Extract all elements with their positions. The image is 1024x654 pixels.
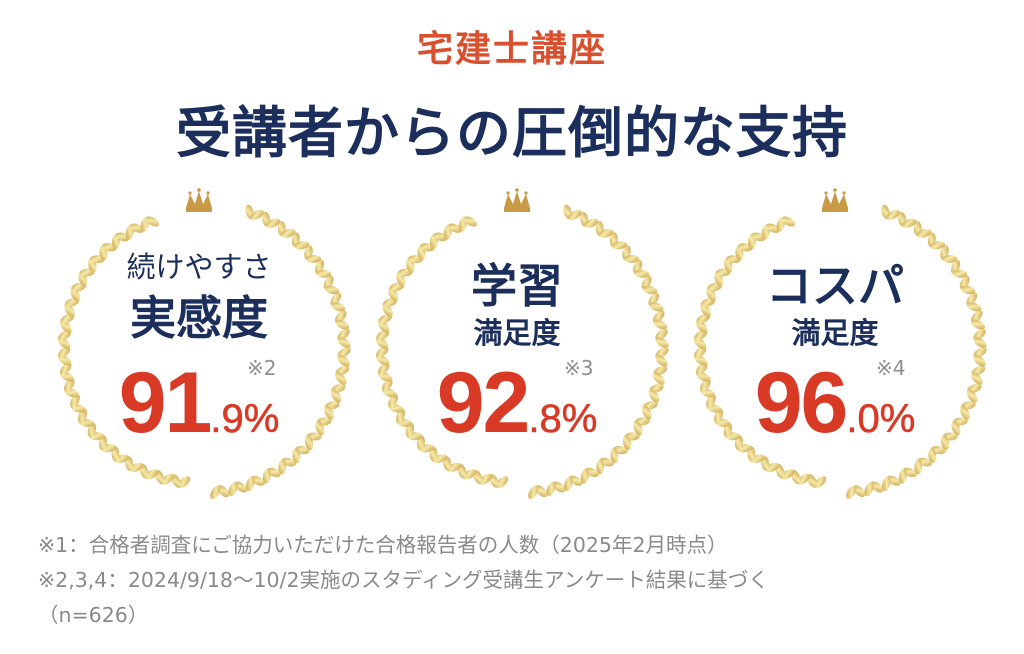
laurel-wreath-icon (693, 188, 987, 500)
course-label: 宅建士講座 (416, 29, 607, 70)
badge-label-top: 続けやすさ (126, 250, 272, 284)
laurel-wreath-icon (57, 188, 351, 500)
crown-icon (186, 188, 212, 212)
percent-value: 92.8% (358, 354, 676, 453)
percent-decimal: .0% (846, 397, 916, 442)
percent-value: 96.0% (676, 354, 994, 453)
crown-icon (504, 188, 530, 212)
percent-value: 91.9% (40, 354, 358, 453)
badge-label-main: 実感度 (130, 291, 268, 345)
footnote-1: ※1：合格者調査にご協力いただけた合格報告者の人数（2025年2月時点） (38, 533, 728, 557)
badge-label-main: コスパ (766, 259, 904, 313)
laurel-wreath-icon (375, 188, 669, 500)
footnote-2: ※2,3,4：2024/9/18〜10/2実施のスタディング受講生アンケート結果… (38, 568, 769, 592)
badge-label-main: 学習 (471, 259, 563, 313)
badge-continuity: 続けやすさ 実感度 ※2 91.9% (40, 186, 358, 504)
footnotes: ※1：合格者調査にご協力いただけた合格報告者の人数（2025年2月時点） ※2,… (38, 528, 769, 633)
footnote-3: （n=626） (38, 603, 149, 627)
badge-learning: 学習 満足度 ※3 92.8% (358, 186, 676, 504)
percent-integer: 92 (436, 355, 531, 451)
percent-integer: 91 (118, 355, 213, 451)
badge-cost-performance: コスパ 満足度 ※4 96.0% (676, 186, 994, 504)
percent-decimal: .9% (210, 397, 280, 442)
footnote-ref: ※2 (247, 356, 277, 380)
badge-label-sub: 満足度 (791, 316, 879, 350)
percent-integer: 96 (754, 355, 849, 451)
page-title: 受講者からの圧倒的な支持 (175, 101, 848, 165)
badge-label-sub: 満足度 (473, 316, 561, 350)
crown-icon (822, 188, 848, 212)
percent-decimal: .8% (528, 397, 598, 442)
footnote-ref: ※4 (876, 356, 906, 380)
footnote-ref: ※3 (564, 356, 594, 380)
